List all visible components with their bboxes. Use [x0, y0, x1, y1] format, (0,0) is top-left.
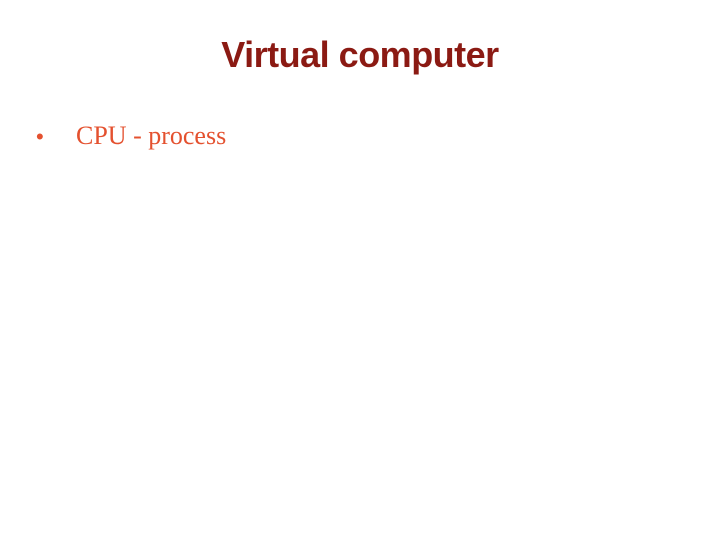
bullet-item: • CPU - process: [36, 118, 676, 155]
bullet-list: • CPU - process: [36, 118, 676, 155]
bullet-text: CPU - process: [76, 121, 227, 150]
slide-title: Virtual computer: [221, 34, 499, 75]
bullet-marker: •: [36, 124, 44, 149]
